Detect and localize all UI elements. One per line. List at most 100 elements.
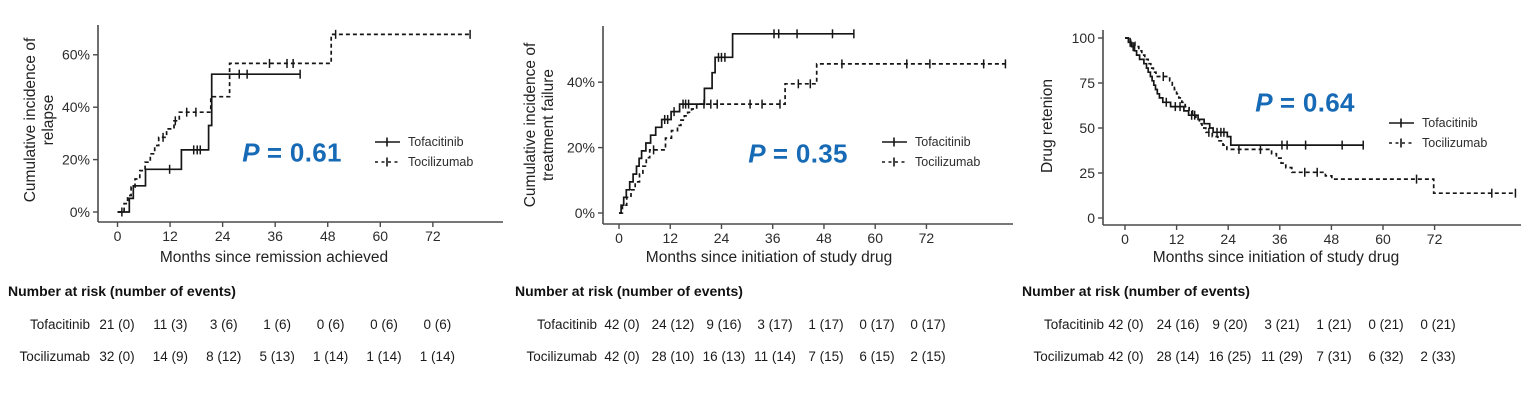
series-tocilizumab: [1125, 37, 1517, 198]
risk-value: 3 (21): [1264, 317, 1300, 332]
drug-retention-chart-canvas: 0 25 50 75 100 0 12 24 36 48 60 72: [1072, 30, 1521, 247]
risk-value: 0 (21): [1368, 317, 1404, 332]
step-curve: [619, 32, 854, 214]
legend-item-tocilizumab: Tocilizumab: [881, 152, 980, 172]
x-tick-label: 48: [816, 230, 832, 246]
y-axis-title: Cumulative incidence of relapse: [22, 5, 60, 235]
risk-value: 1 (17): [808, 317, 844, 332]
risk-value: 21 (0): [99, 317, 135, 332]
risk-value: 2 (15): [910, 349, 946, 364]
p-value: P = 0.61: [242, 138, 341, 169]
risk-value: 7 (15): [808, 349, 844, 364]
x-tick-label: 36: [765, 230, 781, 246]
x-tick-label: 60: [373, 228, 389, 244]
risk-value: 0 (6): [316, 317, 345, 332]
risk-value: 1 (14): [312, 349, 349, 364]
y-tick-label: 40%: [567, 74, 595, 90]
x-axis-title: Months since initiation of study drug: [1152, 249, 1400, 266]
x-tick-label: 12: [162, 228, 178, 244]
risk-value: 0 (6): [423, 317, 452, 332]
risk-row-label: Tofacitinib: [29, 317, 90, 332]
risk-value: 28 (10): [651, 349, 695, 364]
risk-row-label: Tofacitinib: [536, 317, 597, 332]
legend-label: Tofacitinib: [408, 135, 464, 149]
risk-value: 7 (31): [1316, 349, 1352, 364]
risk-row-label: Tocilizumab: [526, 349, 597, 364]
x-tick-label: 72: [1427, 231, 1443, 247]
dashed-line-with-tick-icon: [375, 157, 400, 167]
risk-value: 11 (14): [754, 349, 796, 364]
p-value-text: = 0.64: [1279, 87, 1355, 118]
risk-value: 0 (17): [859, 317, 895, 332]
panel-drug-retention: 0 25 50 75 100 0 12 24 36 48 60 72 Drug retenion Mo…: [1014, 0, 1522, 407]
legend-item-tofacitinib: Tofacitinib: [1388, 113, 1487, 133]
x-tick-label: 36: [1272, 231, 1288, 247]
risk-value: 28 (14): [1156, 349, 1200, 364]
legend: Tofacitinib Tocilizumab: [881, 132, 980, 172]
x-tick-label: 24: [1220, 231, 1236, 247]
p-value: P = 0.35: [748, 139, 847, 170]
y-axis-title-line1: Cumulative incidence of: [522, 42, 539, 208]
risk-value: 6 (15): [859, 349, 895, 364]
step-curve: [619, 63, 1006, 214]
risk-value: 1 (6): [263, 317, 292, 332]
legend-item-tocilizumab: Tocilizumab: [374, 152, 473, 172]
panel-treatment-failure: 0% 20% 40% 0 12 24 36 48 60 72 Cumulative inciden…: [507, 0, 1014, 407]
risk-value: 3 (17): [757, 317, 793, 332]
x-tick-label: 24: [714, 230, 730, 246]
y-axis-title: Drug retenion: [1039, 11, 1077, 241]
risk-value: 16 (25): [1208, 349, 1252, 364]
risk-value: 9 (16): [706, 317, 742, 332]
risk-value: 1 (14): [419, 349, 456, 364]
legend-label: Tocilizumab: [1422, 136, 1488, 150]
series-tocilizumab: [619, 59, 1007, 214]
risk-value: 24 (16): [1156, 317, 1200, 332]
legend-label: Tofacitinib: [1422, 116, 1478, 130]
y-tick-label: 60%: [62, 47, 90, 63]
legend-label: Tocilizumab: [408, 155, 474, 169]
y-tick-label: 20%: [567, 139, 595, 155]
risk-value: 16 (13): [702, 349, 746, 364]
x-tick-label: 12: [1169, 231, 1185, 247]
y-tick-label: 20%: [62, 151, 90, 167]
risk-value: 6 (32): [1368, 349, 1404, 364]
risk-row-label: Tofacitinib: [1043, 317, 1104, 332]
x-tick-label: 36: [267, 228, 283, 244]
p-value: P = 0.64: [1255, 88, 1354, 119]
legend: Tofacitinib Tocilizumab: [1388, 113, 1487, 153]
legend-item-tocilizumab: Tocilizumab: [1388, 133, 1487, 153]
y-tick-label: 0%: [575, 205, 595, 221]
risk-value: 0 (17): [910, 317, 946, 332]
y-tick-label: 100: [1072, 30, 1096, 46]
solid-line-with-tick-icon: [882, 137, 907, 147]
legend-item-tofacitinib: Tofacitinib: [374, 132, 473, 152]
y-axis-title-line1: Drug retenion: [1039, 79, 1056, 173]
x-tick-label: 24: [215, 228, 231, 244]
relapse-chart-canvas: 0% 20% 40% 60% 0 12 24 36 48 60 72: [62, 25, 503, 244]
risk-value: 11 (3): [153, 317, 188, 332]
risk-table-title: Number at risk (number of events): [1022, 283, 1250, 299]
panel-relapse: 0% 20% 40% 60% 0 12 24 36 48 60 72 Cumulative inci…: [0, 0, 507, 407]
risk-value: 1 (14): [366, 349, 402, 364]
series-tofacitinib: [117, 69, 301, 217]
series-tocilizumab: [117, 29, 471, 213]
x-tick-label: 72: [919, 230, 935, 246]
x-tick-label: 0: [615, 230, 623, 246]
y-axis-title-line1: Cumulative incidence of: [22, 37, 39, 203]
x-axis-title: Months since remission achieved: [159, 249, 389, 266]
risk-value: 42 (0): [604, 317, 640, 332]
risk-value: 9 (20): [1212, 317, 1248, 332]
risk-value: 11 (29): [1261, 349, 1303, 364]
x-tick-label: 12: [662, 230, 678, 246]
risk-value: 3 (6): [209, 317, 238, 332]
y-tick-label: 0%: [70, 204, 90, 220]
risk-value: 1 (21): [1316, 317, 1352, 332]
risk-table-title: Number at risk (number of events): [8, 283, 236, 299]
p-symbol: P: [748, 138, 766, 169]
dashed-line-with-tick-icon: [882, 157, 907, 167]
legend: Tofacitinib Tocilizumab: [374, 132, 473, 172]
step-curve: [117, 33, 471, 213]
legend-label: Tocilizumab: [915, 155, 981, 169]
risk-value: 42 (0): [1108, 349, 1144, 364]
